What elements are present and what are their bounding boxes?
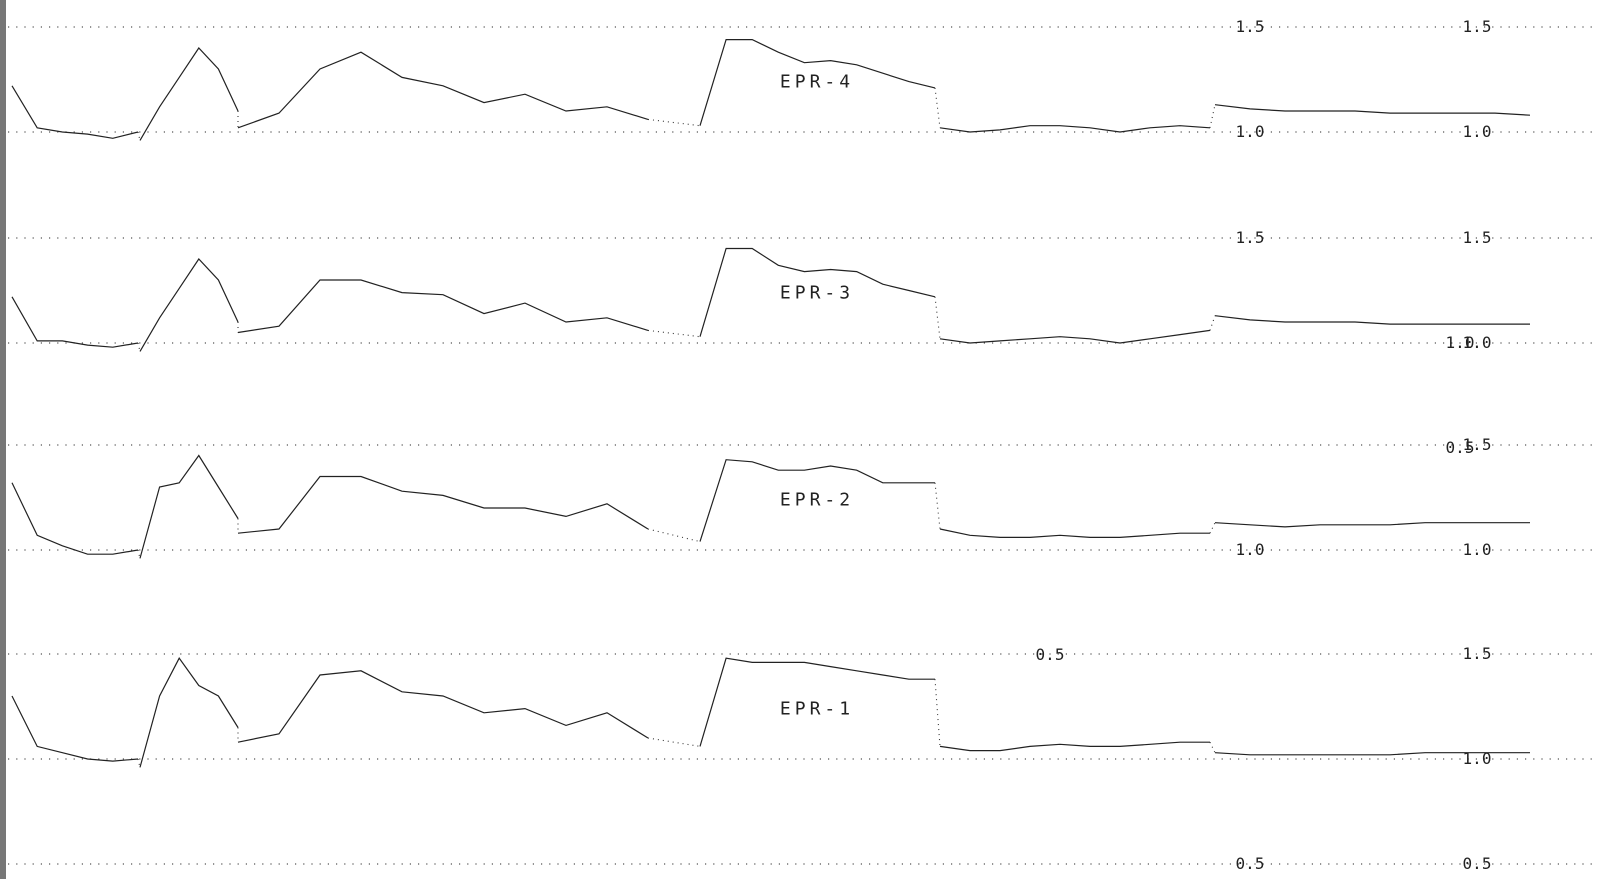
epr-2-segment-E-transition: [934, 482, 941, 530]
epr-3-segment-C: [237, 279, 649, 334]
epr-3-panel-label: EPR-3: [780, 283, 854, 304]
epr-1-segment-F-transition: [1209, 741, 1216, 753]
epr-3-segment-F-transition: [1209, 315, 1216, 331]
epr-2-tick-label: 1.5: [1463, 435, 1492, 454]
epr-3-segment-F-label: 1.0: [1446, 333, 1475, 352]
epr-4-segment-E-label: 1.5: [1236, 17, 1265, 36]
epr-3-segment-B: [139, 258, 239, 352]
epr-2-segment-E-label: 1.0: [1236, 540, 1265, 559]
epr-4-segment-E-label: 1.0: [1236, 122, 1265, 141]
epr-2-tick-label: 1.0: [1463, 540, 1492, 559]
epr-4-segment-D-transition: [647, 118, 701, 127]
epr-1-tick-label: 1.0: [1463, 749, 1492, 768]
epr-3-segment-D: [699, 247, 936, 337]
epr-4-segment-E-transition: [934, 87, 941, 128]
epr-3-segment-E-transition: [934, 296, 941, 339]
epr-3-segment-B-transition: [137, 342, 141, 352]
epr-2-segment-F: [1214, 522, 1530, 528]
epr-4-segment-C: [237, 51, 649, 129]
left-border: [0, 0, 6, 879]
epr-2-segment-D-transition: [647, 528, 701, 543]
epr-4-segment-B: [139, 47, 239, 141]
epr-1-segment-A: [11, 695, 139, 762]
epr-2-segment-B-transition: [137, 549, 141, 559]
epr-4-tick-label: 1.5: [1463, 17, 1492, 36]
epr-1-segment-D: [699, 657, 935, 747]
epr-2-segment-B: [139, 454, 239, 559]
epr-1-segment-B-transition: [137, 758, 141, 768]
grid-layer: [8, 26, 1598, 865]
epr-3-segment-D-transition: [647, 329, 701, 338]
epr-4-segment-E: [939, 125, 1211, 133]
epr-3-segment-A: [11, 296, 139, 348]
epr-3-segment-F: [1214, 315, 1530, 325]
epr-2-segment-A: [11, 482, 139, 555]
epr-2-segment-E: [939, 528, 1210, 539]
label-layer: EPR-41.51.01.51.0EPR-31.51.01.50.51.0EPR…: [780, 17, 1492, 873]
epr-1-segment-E-transition: [934, 679, 941, 747]
trace-layer: [11, 38, 1531, 768]
epr-1-segment-E-label: 0.5: [1236, 854, 1265, 873]
epr-1-segment-C: [237, 670, 649, 743]
epr-2-segment-F-transition: [1209, 522, 1216, 534]
epr-1-tick-label: 1.5: [1463, 644, 1492, 663]
epr-1-tick-label: 0.5: [1463, 854, 1492, 873]
epr-3-segment-E: [939, 329, 1211, 344]
epr-3-tick-label: 1.5: [1463, 228, 1492, 247]
epr-2-segment-D-label: 0.5: [1036, 645, 1065, 664]
epr-1-segment-F: [1214, 752, 1530, 756]
epr-1-segment-B: [139, 657, 239, 768]
epr-4-segment-F: [1214, 104, 1531, 116]
epr-3-segment-F-label: 0.5: [1446, 438, 1475, 457]
epr-4-tick-label: 1.0: [1463, 122, 1492, 141]
epr-4-segment-F-transition: [1209, 104, 1216, 128]
epr-2-panel-label: EPR-2: [780, 490, 854, 511]
epr-4-panel-label: EPR-4: [780, 72, 854, 93]
epr-2-segment-D: [699, 459, 935, 542]
epr-1-panel-label: EPR-1: [780, 699, 854, 720]
epr-4-segment-D: [699, 38, 936, 126]
epr-4-segment-A: [11, 85, 139, 139]
epr-3-tick-label: 1.0: [1463, 333, 1492, 352]
epr-1-segment-E: [939, 741, 1210, 752]
epr-2-segment-C: [237, 475, 649, 534]
epr-4-segment-B-transition: [137, 131, 141, 141]
epr-3-segment-E-label: 1.5: [1236, 228, 1265, 247]
epr-1-segment-D-transition: [647, 737, 701, 747]
